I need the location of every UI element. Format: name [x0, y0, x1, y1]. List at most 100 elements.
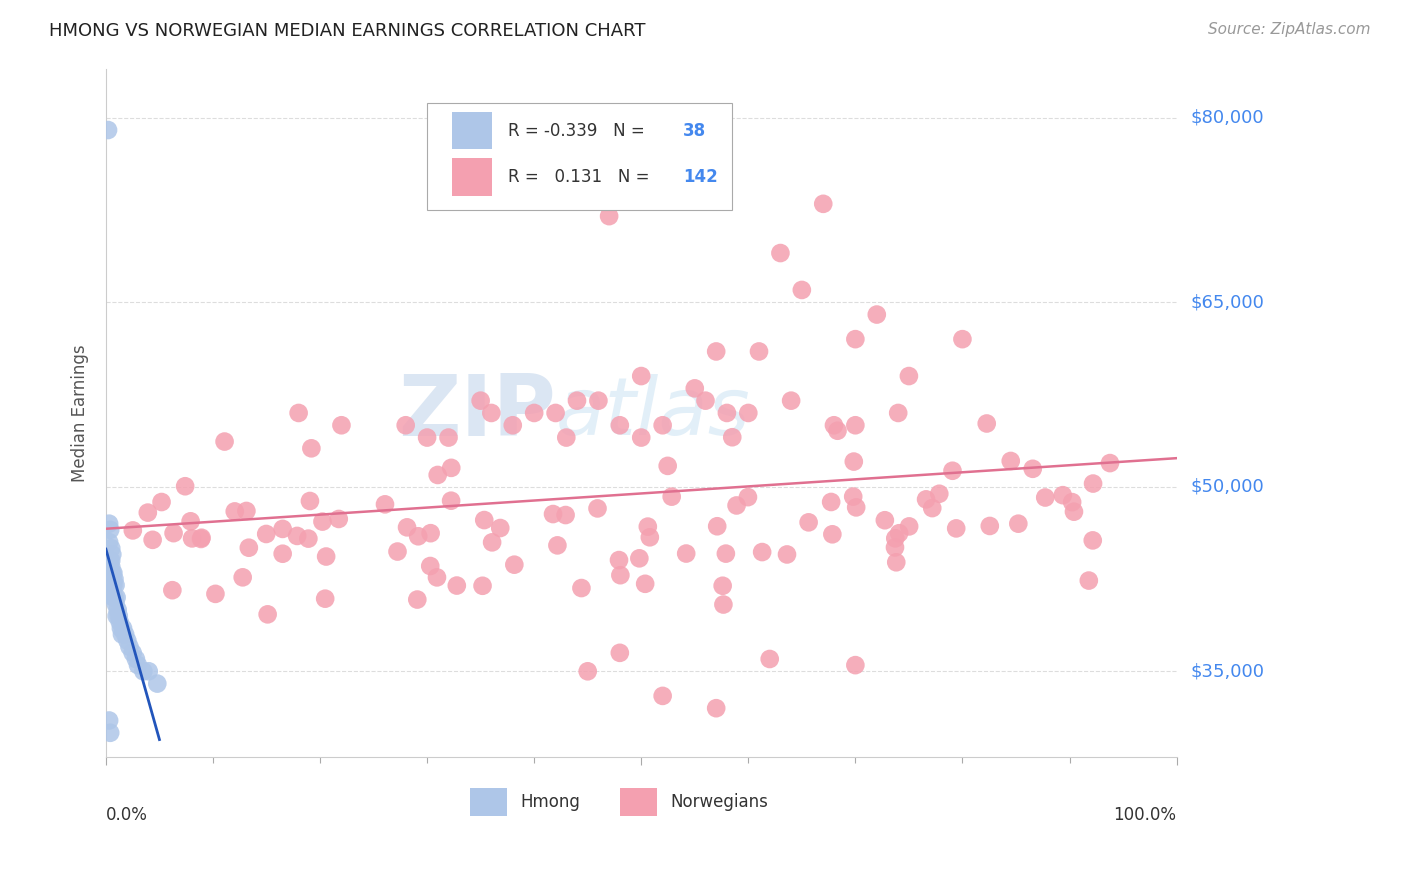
Point — [104, 578, 127, 592]
Point — [97, 123, 120, 137]
Point — [921, 501, 943, 516]
Point — [844, 332, 866, 346]
Point — [769, 246, 792, 260]
Point — [440, 461, 463, 475]
Point — [725, 499, 748, 513]
Point — [813, 197, 835, 211]
Text: R = -0.339   N =: R = -0.339 N = — [509, 121, 651, 139]
Point — [704, 701, 727, 715]
Point — [884, 555, 907, 569]
Point — [190, 531, 212, 545]
FancyBboxPatch shape — [451, 158, 492, 196]
Point — [1022, 462, 1045, 476]
Point — [555, 431, 578, 445]
Point — [884, 541, 907, 555]
Point — [114, 627, 136, 641]
Point — [598, 209, 620, 223]
Point — [238, 541, 260, 555]
Point — [416, 431, 439, 445]
Text: 0.0%: 0.0% — [105, 805, 148, 823]
Text: Norwegians: Norwegians — [671, 793, 768, 811]
Point — [406, 592, 429, 607]
Point — [586, 501, 609, 516]
Point — [174, 479, 197, 493]
Point — [314, 591, 336, 606]
Point — [607, 553, 630, 567]
Point — [254, 527, 277, 541]
Point — [976, 417, 998, 431]
Point — [898, 519, 921, 533]
Point — [576, 665, 599, 679]
Point — [544, 406, 567, 420]
Point — [472, 513, 495, 527]
Point — [98, 523, 121, 537]
Point — [107, 609, 129, 624]
Point — [711, 579, 734, 593]
Point — [609, 418, 631, 433]
Point — [541, 507, 564, 521]
Point — [470, 393, 492, 408]
Point — [609, 646, 631, 660]
Point — [190, 532, 212, 546]
Point — [489, 521, 512, 535]
Point — [107, 603, 129, 617]
FancyBboxPatch shape — [451, 112, 492, 150]
Point — [571, 581, 593, 595]
Point — [713, 598, 735, 612]
Point — [704, 344, 727, 359]
Point — [101, 572, 124, 586]
Point — [395, 418, 418, 433]
Point — [683, 381, 706, 395]
Point — [224, 504, 246, 518]
Point — [637, 519, 659, 533]
Point — [162, 583, 184, 598]
Point — [98, 535, 121, 549]
Point — [112, 621, 135, 635]
Point — [827, 424, 849, 438]
Text: 142: 142 — [683, 168, 717, 186]
Point — [440, 493, 463, 508]
Point — [716, 406, 738, 420]
Text: ZIP: ZIP — [398, 371, 555, 454]
Point — [661, 490, 683, 504]
Point — [299, 442, 322, 456]
Point — [554, 508, 576, 522]
Point — [437, 431, 460, 445]
Point — [884, 532, 907, 546]
Point — [675, 547, 697, 561]
Point — [419, 559, 441, 574]
Text: 100.0%: 100.0% — [1114, 805, 1177, 823]
Point — [1062, 495, 1084, 509]
Point — [125, 652, 148, 666]
Point — [1000, 454, 1022, 468]
Point — [214, 434, 236, 449]
Text: $50,000: $50,000 — [1191, 478, 1264, 496]
Point — [657, 458, 679, 473]
Point — [758, 652, 780, 666]
Point — [396, 520, 419, 534]
Point — [1063, 505, 1085, 519]
Point — [180, 514, 202, 528]
Point — [98, 553, 121, 567]
Point — [127, 658, 149, 673]
Point — [121, 524, 143, 538]
Point — [150, 495, 173, 509]
Point — [751, 545, 773, 559]
Point — [285, 529, 308, 543]
Point — [797, 516, 820, 530]
Point — [297, 532, 319, 546]
Point — [101, 548, 124, 562]
Point — [1098, 456, 1121, 470]
Point — [108, 615, 131, 629]
Point — [330, 418, 353, 433]
Point — [1081, 476, 1104, 491]
Point — [100, 553, 122, 567]
Point — [941, 464, 963, 478]
Point — [844, 418, 866, 433]
Point — [873, 513, 896, 527]
Point — [105, 609, 128, 624]
Point — [446, 578, 468, 592]
Point — [776, 548, 799, 562]
Point — [103, 566, 125, 580]
Point — [683, 185, 706, 199]
